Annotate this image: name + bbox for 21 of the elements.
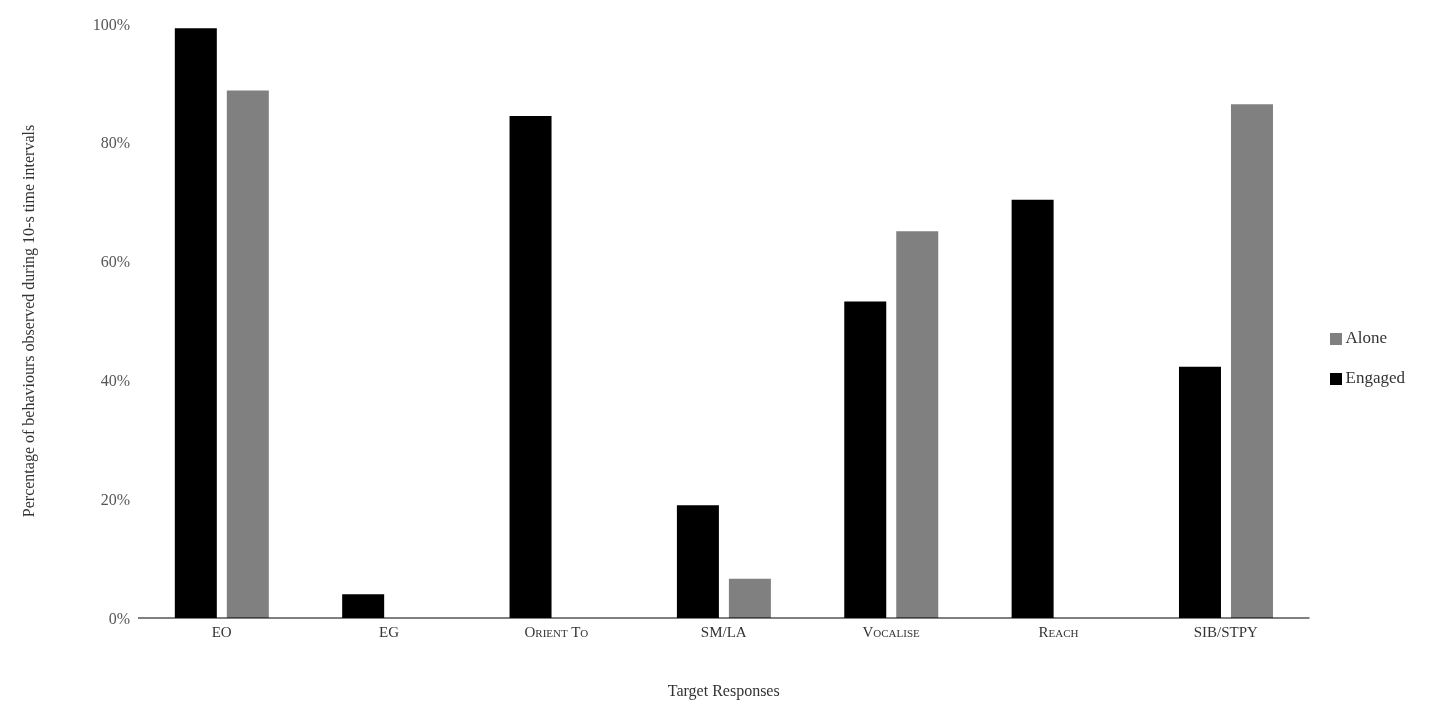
x-tick-label: Vocalise: [862, 623, 921, 640]
x-tick-label: Reach: [1038, 623, 1079, 640]
bar: [896, 231, 939, 618]
y-tick-label: 40%: [100, 372, 130, 390]
legend-label: Alone: [1345, 328, 1388, 347]
x-tick-label: EG: [379, 623, 400, 640]
x-tick-label: SM/LA: [700, 623, 747, 640]
x-tick-label: EO: [211, 623, 232, 640]
bar: [728, 578, 771, 618]
y-tick-label: 100%: [92, 15, 130, 33]
x-tick-label: Orient To: [524, 623, 589, 640]
x-axis-title: Target Responses: [667, 682, 780, 700]
y-tick-label: 0%: [108, 609, 130, 627]
bar: [1230, 104, 1273, 618]
y-tick-label: 80%: [100, 134, 130, 152]
bar: [226, 90, 269, 618]
y-axis-title: Percentage of behaviours observed during 10-s time intervals: [19, 124, 38, 518]
y-tick-label: 20%: [100, 490, 130, 508]
legend-label: Engaged: [1345, 368, 1405, 387]
y-tick-label: 60%: [100, 253, 130, 271]
x-tick-label: SIB/STPY: [1193, 623, 1259, 640]
